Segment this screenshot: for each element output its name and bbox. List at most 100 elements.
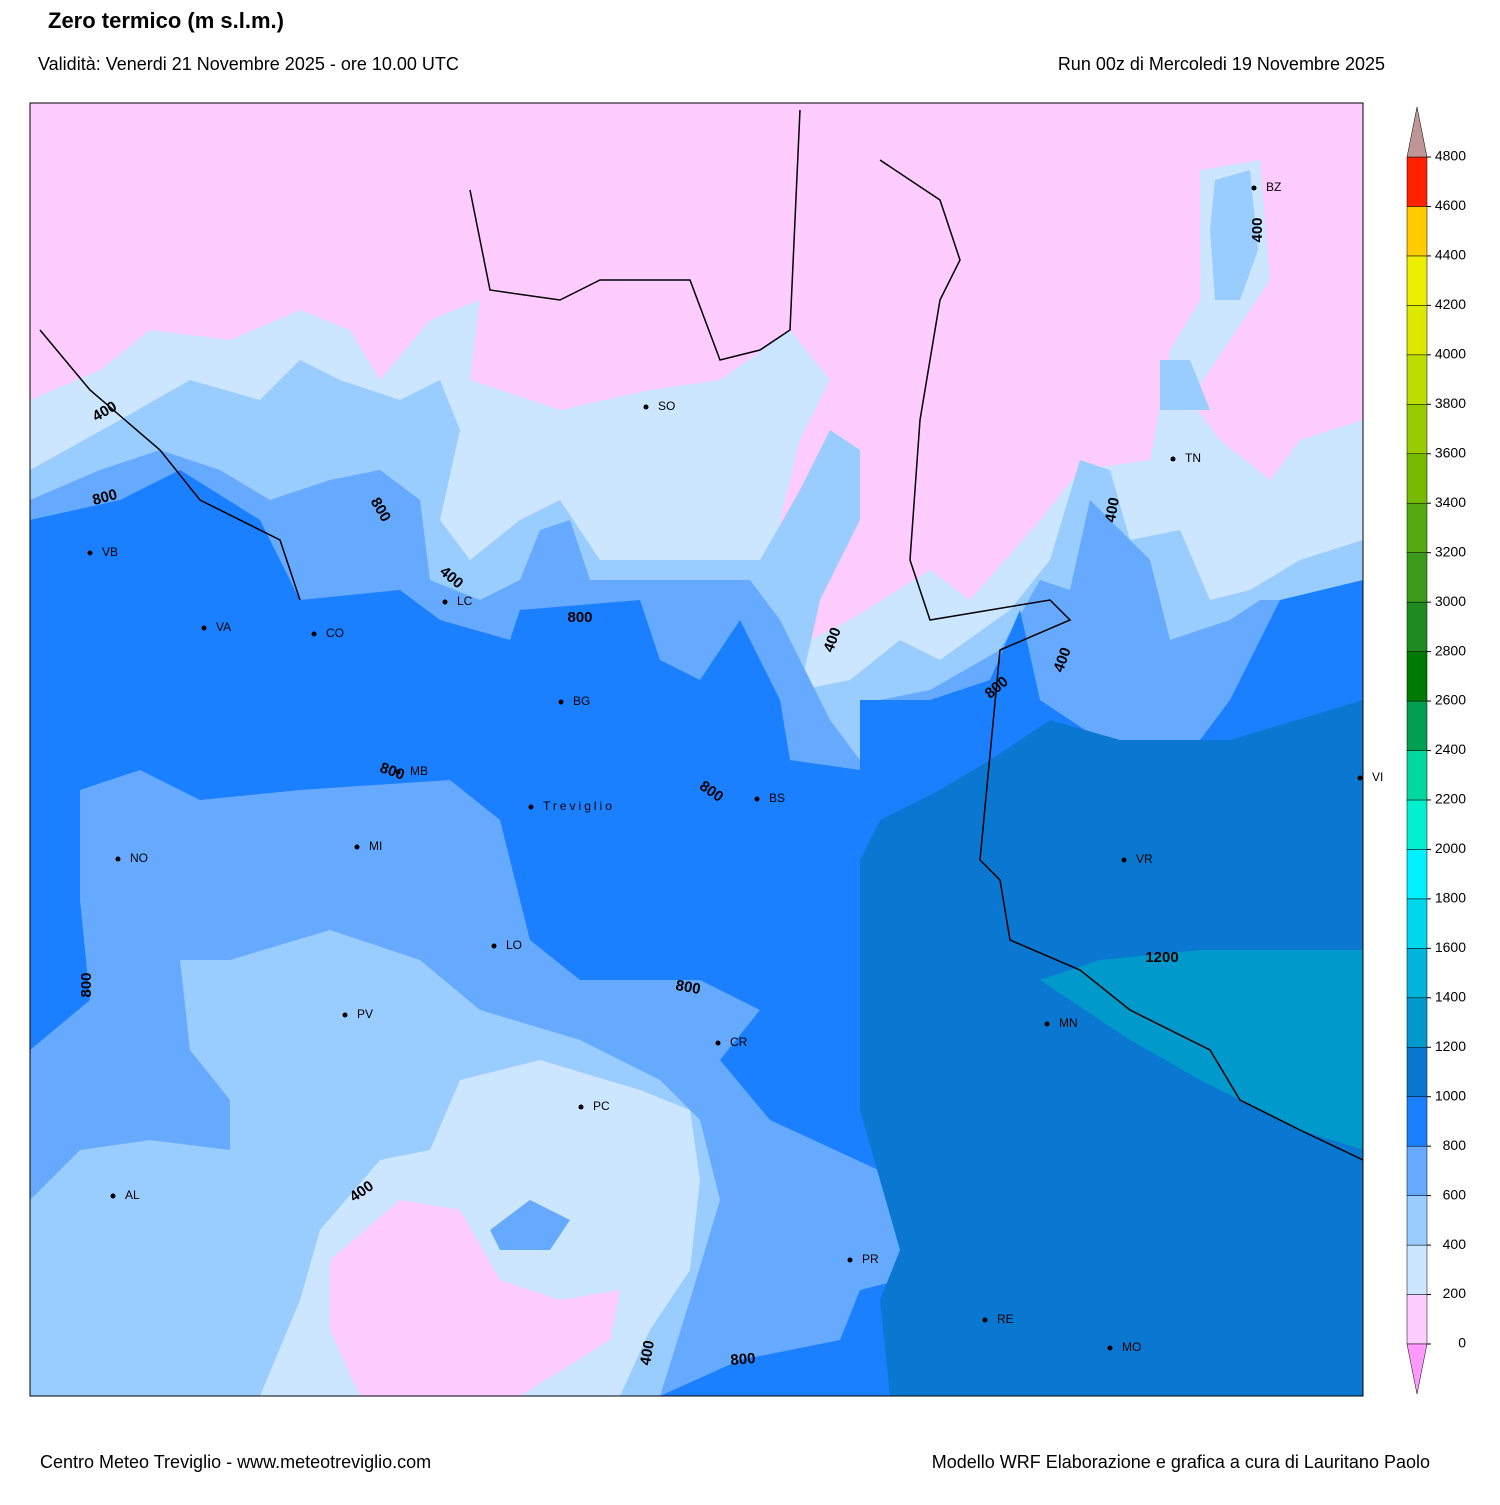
city-dot [1107,1345,1113,1351]
colorbar-band [1406,750,1428,801]
city-label: VB [102,545,118,559]
city-dot [491,943,497,949]
colorbar-band [1406,404,1428,454]
colorbar-tick-label: 3000 [1435,593,1466,609]
field-1000-1200 [860,700,1363,1396]
city-label: PV [357,1007,373,1021]
city-dot [87,550,93,556]
city-label: BZ [1266,180,1281,194]
city-dot [1044,1021,1050,1027]
colorbar-band [1406,700,1428,751]
city-dot [1357,775,1363,781]
run-info: Run 00z di Mercoledi 19 Novembre 2025 [1058,54,1385,74]
city-dot [1251,185,1257,191]
city-label: VA [216,620,231,634]
contour-label: 400 [637,1339,658,1367]
city-dot [528,804,534,810]
city-label: LC [457,594,473,608]
colorbar-band [1406,997,1428,1048]
colorbar-tick-label: 4800 [1435,148,1466,164]
city-label: MI [369,839,382,853]
city-label: MN [1059,1016,1078,1030]
colorbar-band [1406,255,1428,306]
city-dot [115,856,121,862]
contour-label: 1200 [1145,949,1178,966]
city-dot [311,631,317,637]
footer-right: Modello WRF Elaborazione e grafica a cur… [932,1452,1430,1472]
colorbar-band [1406,354,1428,405]
city-label: CO [326,626,344,640]
colorbar-band [1406,651,1428,702]
city-label: Treviglio [543,799,615,813]
colorbar-band [1406,799,1428,850]
city-dot [395,769,401,775]
colorbar-band [1406,898,1428,949]
title: Zero termico (m s.l.m.) [48,8,284,33]
city-dot [1170,456,1176,462]
colorbar-over [1406,106,1428,158]
colorbar-tick-label: 4400 [1435,247,1466,263]
city-dot [754,796,760,802]
contour-label: 800 [674,977,702,998]
colorbar-band [1406,552,1428,603]
contour-label: 800 [78,972,95,997]
contour-label: 400 [1102,496,1123,524]
city-dot [578,1104,584,1110]
city-label: BG [573,694,590,708]
colorbar-tick-label: 3200 [1435,543,1466,559]
city-label: CR [730,1035,748,1049]
colorbar-band [1406,502,1428,553]
colorbar-under [1406,1343,1428,1395]
colorbar-tick-label: 1200 [1435,1038,1466,1054]
colorbar-tick-label: 200 [1443,1285,1467,1301]
city-label: NO [130,851,148,865]
colorbar-tick-label: 400 [1443,1236,1467,1252]
colorbar-tick-label: 1600 [1435,939,1466,955]
city-label: VI [1372,770,1383,784]
colorbar-band [1406,1195,1428,1246]
city-label: AL [125,1188,140,1202]
field-1200-1400 [1040,950,1363,1150]
colorbar-band [1406,1294,1428,1345]
colorbar-band [1406,1047,1428,1097]
city-dot [1121,857,1127,863]
city-label: LO [506,938,522,952]
colorbar-tick-label: 4200 [1435,296,1466,312]
city-label: MO [1122,1340,1141,1354]
city-dot [110,1193,116,1199]
colorbar-tick-label: 1400 [1435,988,1466,1004]
city-dot [643,404,649,410]
footer-left: Centro Meteo Treviglio - www.meteotrevig… [40,1452,431,1472]
colorbar-band [1406,1096,1428,1147]
colorbar-tick-label: 2800 [1435,642,1466,658]
city-label: RE [997,1312,1014,1326]
city-label: PR [862,1252,879,1266]
contour-label: 400 [1249,217,1266,242]
colorbar-tick-label: 1800 [1435,890,1466,906]
colorbar-tick-label: 3600 [1435,444,1466,460]
colorbar-band [1406,1145,1428,1196]
map-frame [29,102,1364,1397]
border [39,109,1364,1161]
city-label: VR [1136,852,1153,866]
city-label: TN [1185,451,1201,465]
colorbar-tick-label: 1000 [1435,1087,1466,1103]
colorbar-tick-label: 4600 [1435,197,1466,213]
contour-label: 800 [567,609,592,626]
map: BZ SO TN VB VA CO LC BG MB Treviglio BS VI NO MI VR LO P… [29,102,1383,1397]
city-label: MB [410,764,428,778]
colorbar-band [1406,305,1428,356]
colorbar-tick-label: 3400 [1435,494,1466,510]
city-dot [342,1012,348,1018]
city-dot [558,699,564,705]
colorbar-tick-label: 2000 [1435,840,1466,856]
colorbar-band [1406,948,1428,999]
colorbar-tick-label: 0 [1458,1335,1466,1351]
colorbar-tick-label: 2600 [1435,692,1466,708]
colorbar-band [1406,1244,1428,1295]
city-dot [982,1317,988,1323]
colorbar-band [1406,601,1428,652]
city-label: PC [593,1099,610,1113]
colorbar-band [1406,156,1428,207]
